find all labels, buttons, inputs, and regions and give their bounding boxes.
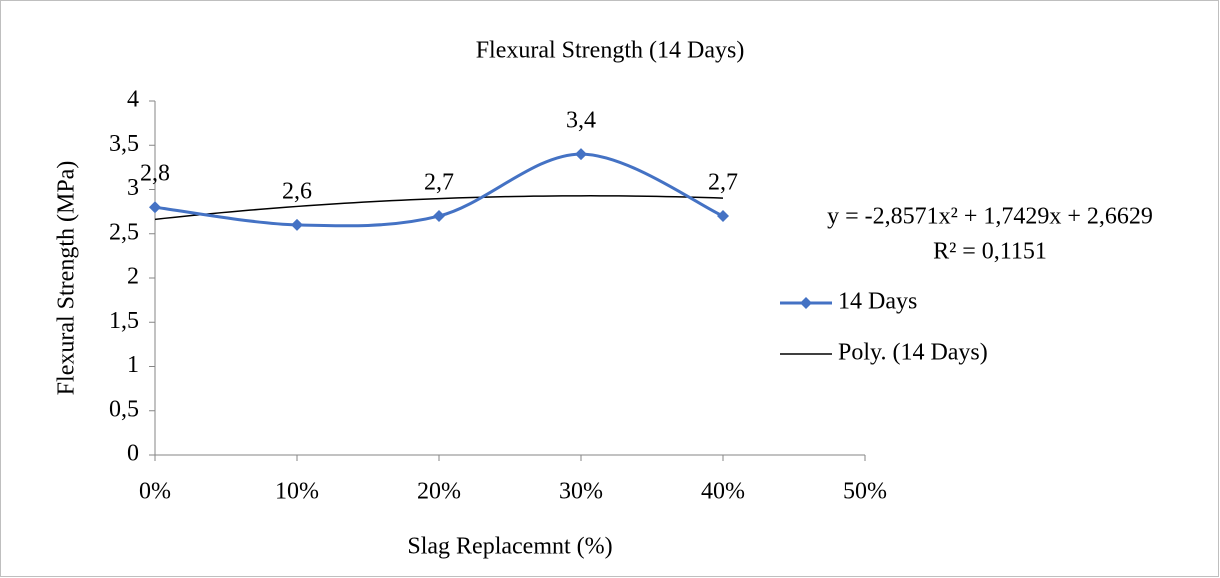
- marker: [433, 210, 445, 223]
- trendline-r2: R² = 0,1151: [933, 239, 1047, 265]
- trendline-equation: y = -2,8571x² + 1,7429x + 2,6629: [827, 204, 1153, 230]
- data-label: 2,8: [140, 161, 170, 187]
- legend-marker: [800, 297, 812, 309]
- data-label: 3,4: [566, 108, 596, 134]
- legend-label: 14 Days: [838, 289, 917, 315]
- y-tick-label: 0: [127, 441, 139, 467]
- x-tick-label: 50%: [843, 479, 887, 505]
- marker: [717, 210, 729, 223]
- y-tick-label: 0,5: [109, 396, 139, 422]
- data-label: 2,7: [708, 170, 738, 196]
- marker: [291, 218, 303, 231]
- y-tick-label: 1,5: [109, 308, 139, 334]
- y-tick-label: 2: [127, 264, 139, 290]
- y-axis-label: Flexural Strength (MPa): [54, 161, 80, 396]
- y-tick-label: 2,5: [109, 219, 139, 245]
- marker: [149, 201, 161, 214]
- x-tick-label: 10%: [275, 479, 319, 505]
- data-label: 2,7: [424, 170, 454, 196]
- y-tick-label: 1: [127, 352, 139, 378]
- x-tick-label: 30%: [559, 479, 603, 505]
- y-tick-label: 4: [127, 87, 139, 113]
- marker: [575, 148, 587, 161]
- legend-label: Poly. (14 Days): [838, 340, 988, 366]
- y-tick-label: 3: [127, 175, 139, 201]
- data-label: 2,6: [282, 178, 312, 204]
- trendline: [154, 195, 724, 221]
- chart-title: Flexural Strength (14 Days): [476, 38, 745, 64]
- x-tick-label: 40%: [701, 479, 745, 505]
- x-tick-label: 0%: [139, 479, 171, 505]
- y-tick-label: 3,5: [109, 131, 139, 157]
- x-tick-label: 20%: [417, 479, 461, 505]
- x-axis-label: Slag Replacemnt (%): [407, 534, 612, 560]
